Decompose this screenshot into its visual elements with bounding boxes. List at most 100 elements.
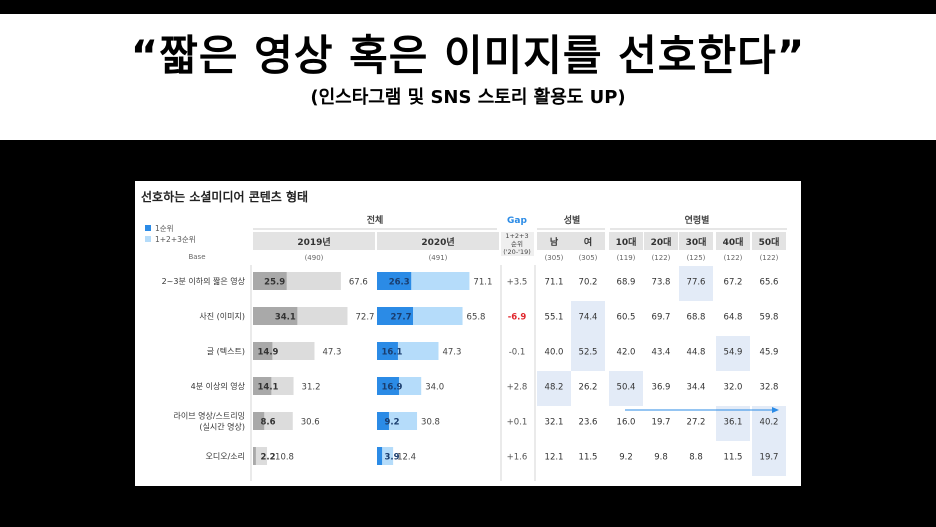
category-label: 사진 (이미지) [199,311,245,321]
header-total: 전체 [367,214,384,226]
highlight-cell [752,441,786,476]
highlight-cell [571,301,605,336]
segment-value: 36.9 [652,383,671,393]
segment-header-label: 여 [584,236,592,248]
header-gap: Gap [507,216,527,226]
segment-value: 52.5 [579,348,598,358]
segment-value: 34.4 [687,383,706,393]
segment-value: 77.6 [687,278,706,288]
segment-value: 19.7 [652,418,671,428]
bar-2020-rank123-label: 30.8 [421,418,440,428]
category-label: 오디오/소리 [206,452,246,461]
chart-svg: 선호하는 소셜미디어 콘텐츠 형태 1순위 1+2+3순위 Base 전체 Gap 성별 연령… [141,189,787,481]
bar-2020-rank1-label: 27.7 [391,313,412,323]
category-label: 2~3분 이하의 짧은 영상 [162,276,246,286]
year-base-label: (491) [429,254,448,262]
bar-2019-rank123-label: 31.2 [302,383,321,393]
bar-2020-rank1 [377,447,383,465]
bar-2020-rank123-label: 47.3 [442,348,461,358]
bar-2019-rank123-label: 47.3 [322,348,341,358]
segment-value: 36.1 [724,418,743,428]
segment-value: 50.4 [617,383,636,393]
highlight-cell [609,371,643,406]
segment-value: 27.2 [687,418,706,428]
bar-2019-rank1-label: 8.6 [260,418,275,428]
segment-header-bg [752,232,786,250]
trend-arrow-head [772,407,779,413]
year-base-label: (490) [305,254,324,262]
segment-header-label: 50대 [759,236,780,248]
year-header-label: 2019년 [297,236,330,248]
segment-header-label: 40대 [723,236,744,248]
segment-value: 48.2 [545,383,564,393]
bar-2020-rank1 [377,377,399,395]
segment-base-label: (305) [579,254,598,262]
highlight-cell [716,336,750,371]
legend-label-rank1: 1순위 [155,224,174,233]
segment-value: 16.0 [617,418,636,428]
segment-value: 64.8 [724,313,743,323]
segment-value: 9.2 [619,453,633,463]
segment-value: 69.7 [652,313,671,323]
segment-value: 59.8 [760,313,779,323]
segment-value: 60.5 [617,313,636,323]
bar-2019-rank1-label: 2.2 [260,453,275,463]
bar-2019-rank1 [253,307,298,325]
gap-value: +2.8 [507,383,528,393]
gap-value: +3.5 [507,278,528,288]
bar-2019-rank1-label: 14.1 [258,383,279,393]
segment-value: 42.0 [617,348,636,358]
segment-value: 9.8 [654,453,668,463]
segment-base-label: (125) [687,254,706,262]
gap-subheader-line: 순위 [511,240,523,248]
base-label: Base [188,253,205,261]
segment-header-label: 10대 [616,236,637,248]
chart-panel: 선호하는 소셜미디어 콘텐츠 형태 1순위 1+2+3순위 Base 전체 Gap 성별 연령… [135,181,801,486]
segment-value: 19.7 [760,453,779,463]
segment-base-label: (122) [760,254,779,262]
bar-2020-rank123-label: 71.1 [473,278,492,288]
category-label: 글 (텍스트) [207,346,245,356]
bar-2020-rank1-label: 9.2 [384,418,399,428]
segment-header-label: 20대 [651,236,672,248]
highlight-cell [537,371,571,406]
category-label: (실시간 영상) [199,422,245,432]
legend-label-rank123: 1+2+3순위 [155,235,196,244]
year-header-bg [377,232,499,250]
header-age: 연령별 [685,214,710,226]
gap-header-bg [501,232,534,256]
segment-value: 43.4 [652,348,671,358]
category-label: 라이브 영상/스트리밍 [174,411,245,421]
segment-header-bg [679,232,713,250]
slide-title: “짧은 영상 혹은 이미지를 선호한다” [130,31,806,80]
segment-value: 44.8 [687,348,706,358]
bar-2020-rank123-label: 65.8 [467,313,486,323]
segment-header-bg [609,232,643,250]
segment-value: 65.6 [760,278,779,288]
year-header-bg [253,232,375,250]
segment-value: 54.9 [724,348,743,358]
bar-2019-rank1-label: 34.1 [275,313,296,323]
bar-2020-rank1-label: 26.3 [389,278,410,288]
segment-value: 67.2 [724,278,743,288]
slide-header [0,14,936,140]
segment-header-label: 남 [550,236,559,248]
segment-value: 11.5 [579,453,598,463]
highlight-cell [716,406,750,441]
bar-2020-rank1 [377,307,414,325]
segment-value: 32.1 [545,418,564,428]
highlight-cell [571,336,605,371]
bar-2020-rank1-label: 16.9 [382,383,403,393]
segment-base-label: (122) [652,254,671,262]
chart-title: 선호하는 소셜미디어 콘텐츠 형태 [141,189,308,204]
bar-2019-rank1-label: 25.9 [264,278,285,288]
gap-subheader-line: 1+2+3 [505,232,528,240]
bar-2020-rank1-label: 3.9 [384,453,399,463]
segment-value: 32.0 [724,383,743,393]
gap-value: -0.1 [509,348,526,358]
segment-header-bg [644,232,678,250]
segment-header-bg [571,232,605,250]
bar-2019-rank123-label: 72.7 [356,313,375,323]
year-header-label: 2020년 [421,236,454,248]
segment-value: 71.1 [545,278,564,288]
